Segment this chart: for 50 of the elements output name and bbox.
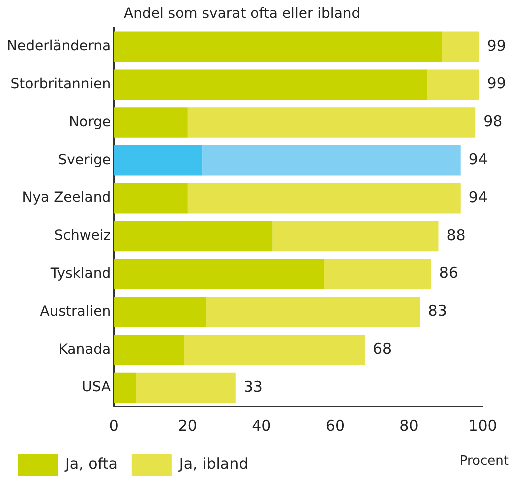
bar (114, 334, 184, 366)
bar (184, 334, 365, 366)
bar (202, 145, 461, 176)
y-tick-label: USA (82, 380, 112, 396)
legend-label: Ja, ofta (64, 454, 118, 473)
y-tick-label: Australien (40, 304, 112, 320)
bar (136, 372, 236, 404)
y-tick-label: Nederländerna (6, 38, 112, 55)
total-label: 99 (487, 36, 506, 55)
bar (324, 259, 432, 290)
x-tick-label: 80 (400, 416, 419, 435)
bar (114, 70, 428, 100)
bar (114, 297, 206, 328)
bar (442, 32, 480, 62)
bar (114, 259, 324, 290)
x-tick-label: 40 (252, 416, 272, 435)
bar (114, 221, 273, 252)
y-tick-label: Kanada (58, 342, 112, 358)
y-tick-label: Schweiz (54, 228, 112, 244)
bar (114, 183, 188, 214)
total-label: 99 (487, 74, 506, 93)
bar (114, 32, 442, 62)
bar (206, 297, 420, 328)
total-label: 88 (446, 226, 466, 244)
total-label: 94 (468, 150, 488, 169)
total-label: 94 (468, 188, 488, 206)
y-tick-label: Tyskland (50, 266, 112, 282)
y-tick-label: Storbritannien (10, 76, 112, 92)
x-tick-label: 100 (468, 416, 498, 435)
x-tick-label: 0 (109, 416, 119, 435)
bar (114, 372, 136, 404)
legend-label: Ja, ibland (178, 454, 249, 473)
bar (428, 70, 480, 100)
x-axis-title: Procent (460, 454, 509, 469)
y-tick-label: Sverige (58, 152, 112, 168)
bar (114, 145, 203, 176)
bar (188, 108, 476, 138)
total-label: 83 (428, 302, 448, 320)
total-label: 98 (484, 112, 503, 131)
bar (114, 108, 188, 138)
y-tick-label: Norge (69, 114, 112, 130)
total-label: 68 (372, 340, 392, 358)
y-tick-label: Nya Zeeland (22, 190, 112, 206)
x-tick-label: 20 (178, 416, 198, 435)
chart-title: Andel som svarat ofta eller ibland (124, 6, 361, 22)
bar (188, 183, 461, 214)
bar (272, 221, 439, 252)
total-label: 33 (244, 378, 263, 396)
x-tick-label: 60 (326, 416, 346, 435)
total-label: 86 (439, 264, 458, 282)
